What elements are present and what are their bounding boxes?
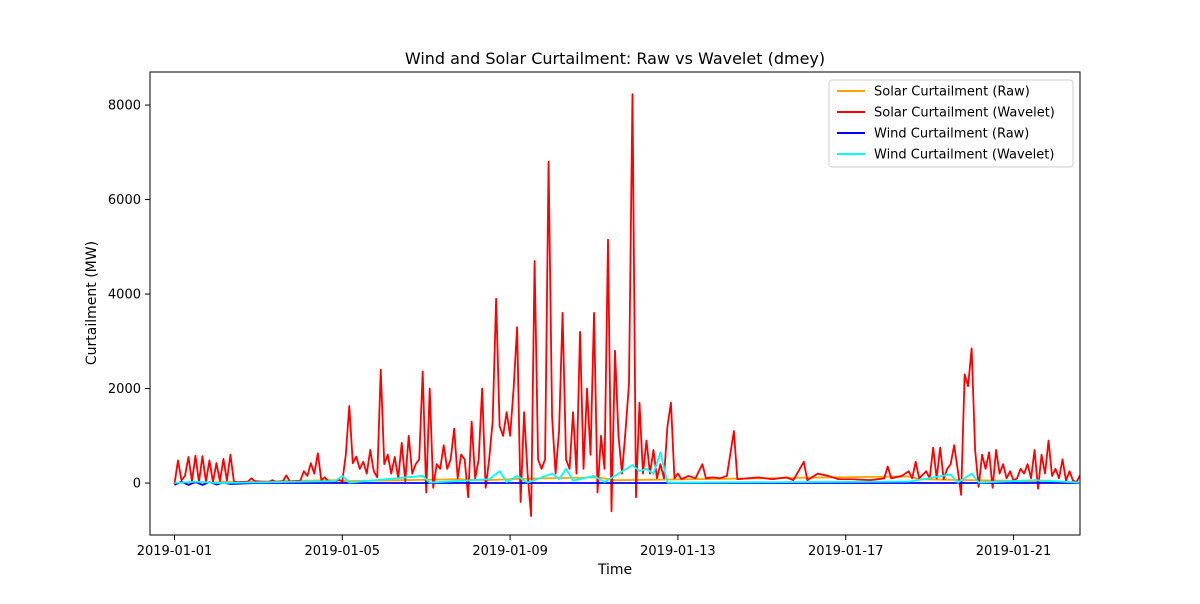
y-tick-label-0: 0 bbox=[133, 477, 141, 492]
chart-title: Wind and Solar Curtailment: Raw vs Wavel… bbox=[405, 49, 825, 68]
x-tick-label-3: 2019-01-13 bbox=[640, 544, 716, 559]
legend: Solar Curtailment (Raw) Solar Curtailment… bbox=[828, 79, 1074, 168]
x-tick-label-5: 2019-01-21 bbox=[976, 544, 1052, 559]
x-tick-label-1: 2019-01-05 bbox=[305, 544, 381, 559]
y-tick-label-2: 4000 bbox=[108, 288, 141, 303]
x-axis-label: Time bbox=[597, 562, 632, 578]
legend-box bbox=[828, 79, 1074, 168]
x-tick-label-0: 2019-01-01 bbox=[137, 544, 213, 559]
legend-label-3: Wind Curtailment (Wavelet) bbox=[874, 148, 1054, 163]
legend-label-0: Solar Curtailment (Raw) bbox=[874, 85, 1030, 100]
y-tick-label-3: 6000 bbox=[108, 193, 141, 208]
legend-label-2: Wind Curtailment (Raw) bbox=[874, 127, 1029, 142]
y-axis-label: Curtailment (MW) bbox=[84, 241, 100, 365]
plot-frame bbox=[149, 71, 1081, 536]
series-line-3 bbox=[174, 451, 1080, 484]
y-tick-label-4: 8000 bbox=[108, 99, 141, 114]
y-tick-label-1: 2000 bbox=[108, 382, 141, 397]
series-line-1 bbox=[173, 93, 1080, 517]
series-layer bbox=[173, 93, 1080, 517]
x-tick-label-2: 2019-01-09 bbox=[472, 544, 548, 559]
axes-layer: 2019-01-01 2019-01-05 2019-01-09 2019-01-13… bbox=[108, 71, 1081, 559]
legend-label-1: Solar Curtailment (Wavelet) bbox=[874, 106, 1055, 121]
x-tick-label-4: 2019-01-17 bbox=[808, 544, 884, 559]
